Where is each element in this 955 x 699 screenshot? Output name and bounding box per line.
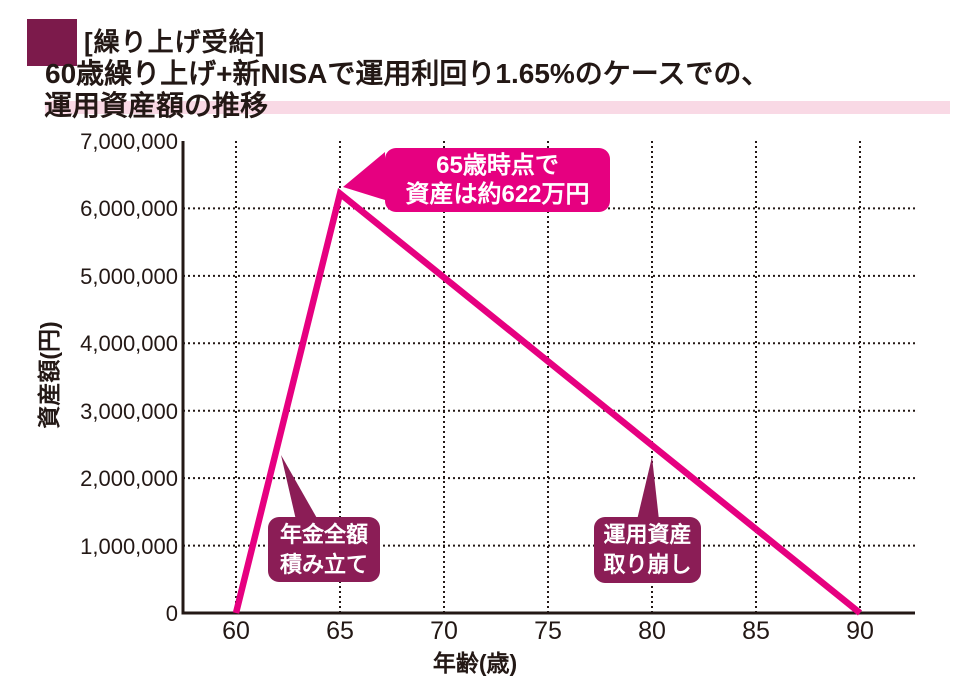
title-tag-square — [27, 19, 77, 66]
callout-accumulate-line2: 積み立て — [279, 551, 368, 577]
asset-line-series — [232, 187, 863, 616]
chart-title-line2: 運用資産額の推移 — [44, 90, 269, 121]
callout-peak-line2: 資産は約622万円 — [405, 181, 590, 208]
y-axis-label: 資産額(円) — [36, 321, 62, 429]
callout-peak-tail — [343, 152, 385, 200]
chart-title-line1: 60歳繰り上げ+新NISAで運用利回り1.65%のケースでの、 — [45, 58, 770, 89]
callout-peak-value: 65歳時点で 資産は約622万円 — [385, 148, 610, 212]
callout-peak-line1: 65歳時点で — [436, 152, 559, 179]
x-axis-label: 年齢(歳) — [432, 650, 518, 676]
callout-accumulate-line1: 年金全額 — [279, 521, 368, 547]
callout-drawdown-line2: 取り崩し — [603, 552, 692, 577]
callout-drawdown-phase: 運用資産 取り崩し — [594, 517, 701, 583]
callout-drawdown-line1: 運用資産 — [603, 522, 692, 547]
callout-accumulate-tail — [281, 455, 318, 520]
callout-accumulation-phase: 年金全額 積み立て — [268, 517, 380, 582]
header-tag: [繰り上げ受給] — [84, 27, 266, 57]
title-underline-band — [45, 101, 950, 114]
callout-drawdown-tail — [637, 457, 659, 520]
